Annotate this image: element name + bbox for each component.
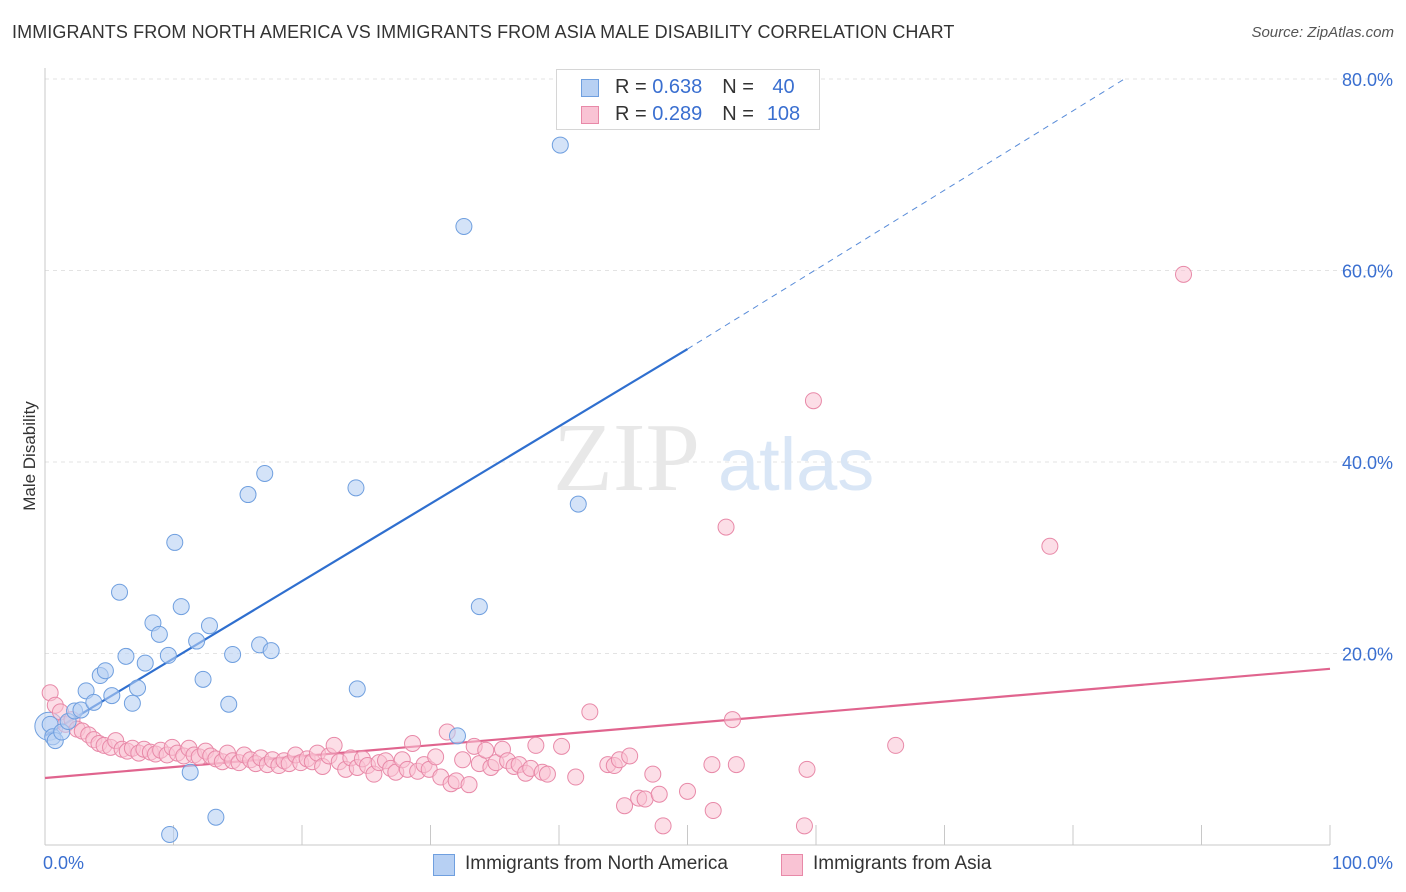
chart-title: IMMIGRANTS FROM NORTH AMERICA VS IMMIGRA… <box>12 22 955 42</box>
asia-point <box>1175 265 1193 283</box>
north-america-point <box>150 625 168 643</box>
north-america-point <box>448 727 466 745</box>
asia-point <box>798 760 816 778</box>
asia-point <box>679 782 696 800</box>
north-america-point <box>129 679 147 697</box>
legend-r-label: R = <box>615 76 653 98</box>
north-america-point <box>188 632 206 650</box>
data-points <box>34 136 1193 843</box>
north-america-point <box>136 654 154 672</box>
north-america-point <box>569 495 587 513</box>
watermark-atlas: atlas <box>718 423 874 506</box>
north-america-point <box>220 695 238 713</box>
asia-point <box>621 747 639 765</box>
asia-point <box>727 756 745 774</box>
north-america-point <box>103 687 121 705</box>
asia-point <box>654 817 672 835</box>
y-tick-label: 40.0% <box>1342 453 1393 473</box>
north-america-point <box>161 825 179 843</box>
asia-point <box>581 703 599 721</box>
y-axis-label: Male Disability <box>20 401 39 511</box>
y-tick-label: 80.0% <box>1342 70 1393 90</box>
asia-point <box>795 817 813 835</box>
y-tick-label: 60.0% <box>1342 262 1393 282</box>
legend-label-north-america: Immigrants from North America <box>465 853 728 874</box>
watermark-zip: ZIP <box>553 404 700 512</box>
asia-point <box>527 736 545 754</box>
asia-point <box>717 518 735 536</box>
asia-point <box>1041 537 1059 555</box>
asia-point <box>567 768 585 786</box>
north-america-point <box>262 642 280 660</box>
north-america-point <box>72 701 90 719</box>
asia-point <box>804 392 822 410</box>
grid-lines <box>45 78 1392 654</box>
north-america-point <box>117 647 135 665</box>
watermark: ZIP atlas <box>553 404 874 512</box>
north-america-point <box>96 662 114 680</box>
north-america-point <box>551 136 569 154</box>
north-america-trend-extension <box>687 78 1125 350</box>
north-america-point <box>166 533 184 551</box>
asia-point <box>723 711 741 729</box>
north-america-point <box>181 763 199 781</box>
asia-point <box>636 790 654 808</box>
legend-n-value: 108 <box>766 103 801 125</box>
asia-point <box>704 802 722 820</box>
north-america-point <box>348 680 366 698</box>
asia-swatch <box>581 106 599 124</box>
north-america-point <box>200 617 218 635</box>
north-america-legend-swatch <box>433 854 455 876</box>
legend-n-label: N = <box>722 103 760 125</box>
north-america-point <box>159 646 177 664</box>
north-america-point <box>256 464 274 482</box>
north-america-point <box>239 486 257 504</box>
legend-n-label: N = <box>722 76 760 98</box>
asia-point <box>644 765 662 783</box>
asia-point <box>887 736 905 754</box>
asia-point <box>650 785 668 803</box>
legend-r-value: 0.289 <box>652 103 703 125</box>
north-america-point <box>85 693 103 711</box>
north-america-point <box>123 694 141 712</box>
asia-point <box>454 751 472 769</box>
x-tick-label: 0.0% <box>43 853 84 873</box>
legend-r-value: 0.638 <box>652 76 703 98</box>
north-america-point <box>111 583 129 601</box>
asia-point <box>553 737 571 755</box>
asia-point <box>703 756 721 774</box>
series-legend: Immigrants from North America Immigrants… <box>0 850 1406 880</box>
north-america-swatch <box>581 79 599 97</box>
y-tick-label: 20.0% <box>1342 645 1393 665</box>
chart-source: Source: ZipAtlas.com <box>1251 24 1394 41</box>
legend-n-value: 40 <box>772 76 795 98</box>
asia-point <box>460 776 478 794</box>
asia-point <box>477 741 495 759</box>
asia-legend-swatch <box>781 854 803 876</box>
north-america-trend-line <box>44 348 689 737</box>
north-america-point <box>172 598 190 616</box>
north-america-point <box>470 598 488 616</box>
legend-label-asia: Immigrants from Asia <box>813 853 992 874</box>
legend-r-label: R = <box>615 103 653 125</box>
north-america-point <box>194 670 212 688</box>
asia-point <box>538 765 556 783</box>
asia-point <box>404 735 422 753</box>
stats-legend: R = 0.638 N = 40 R = 0.289 N = 108 <box>556 69 820 130</box>
asia-point <box>427 748 445 766</box>
north-america-point <box>347 479 365 497</box>
asia-point <box>616 797 634 815</box>
north-america-point <box>207 808 225 826</box>
asia-point <box>325 736 343 754</box>
north-america-point <box>224 645 242 663</box>
tick-labels: 20.0% 40.0% 60.0% 80.0% 0.0% 100.0% <box>43 70 1393 873</box>
north-america-point <box>455 217 473 235</box>
x-tick-label: 100.0% <box>1332 853 1393 873</box>
